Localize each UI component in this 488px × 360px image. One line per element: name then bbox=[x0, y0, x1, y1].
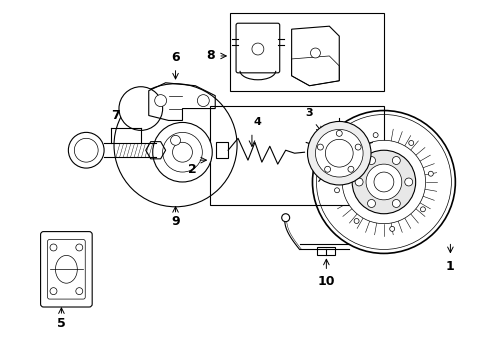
Circle shape bbox=[50, 288, 57, 294]
Text: 7: 7 bbox=[111, 109, 120, 122]
Circle shape bbox=[420, 207, 425, 212]
Text: 3: 3 bbox=[305, 108, 313, 117]
Circle shape bbox=[76, 244, 82, 251]
Circle shape bbox=[342, 152, 346, 157]
Text: 9: 9 bbox=[171, 215, 180, 228]
Circle shape bbox=[324, 166, 330, 172]
Bar bbox=[216, 142, 228, 158]
Circle shape bbox=[351, 150, 415, 214]
Circle shape bbox=[336, 130, 342, 136]
Text: 1: 1 bbox=[445, 260, 454, 273]
Circle shape bbox=[372, 132, 377, 138]
Circle shape bbox=[404, 178, 412, 186]
Circle shape bbox=[152, 122, 212, 182]
Circle shape bbox=[119, 87, 163, 130]
Circle shape bbox=[408, 140, 413, 145]
Circle shape bbox=[427, 171, 432, 176]
Circle shape bbox=[391, 199, 400, 207]
Circle shape bbox=[251, 43, 264, 55]
Text: 5: 5 bbox=[57, 318, 66, 330]
Circle shape bbox=[347, 166, 353, 172]
Circle shape bbox=[373, 172, 393, 192]
Circle shape bbox=[50, 244, 57, 251]
Circle shape bbox=[353, 219, 358, 224]
Circle shape bbox=[197, 95, 209, 107]
Circle shape bbox=[366, 164, 401, 200]
Text: 4: 4 bbox=[253, 117, 261, 127]
Bar bbox=[230, 13, 383, 91]
Circle shape bbox=[172, 142, 192, 162]
Circle shape bbox=[281, 214, 289, 222]
Circle shape bbox=[307, 121, 370, 185]
Bar bbox=[210, 105, 383, 205]
Text: 10: 10 bbox=[317, 275, 334, 288]
Circle shape bbox=[315, 129, 362, 177]
Circle shape bbox=[325, 139, 352, 167]
Circle shape bbox=[154, 95, 166, 107]
Bar bbox=[317, 247, 335, 255]
Circle shape bbox=[163, 132, 202, 172]
Circle shape bbox=[317, 144, 323, 150]
Circle shape bbox=[367, 157, 375, 165]
Circle shape bbox=[76, 288, 82, 294]
Text: 8: 8 bbox=[205, 49, 214, 63]
Circle shape bbox=[389, 226, 394, 231]
Circle shape bbox=[354, 144, 360, 150]
Text: 2: 2 bbox=[188, 163, 196, 176]
Circle shape bbox=[170, 135, 180, 145]
Circle shape bbox=[334, 188, 339, 193]
Circle shape bbox=[391, 157, 400, 165]
Circle shape bbox=[367, 199, 375, 207]
Circle shape bbox=[342, 140, 425, 224]
Text: 6: 6 bbox=[171, 51, 180, 64]
Circle shape bbox=[310, 48, 320, 58]
Circle shape bbox=[354, 178, 362, 186]
